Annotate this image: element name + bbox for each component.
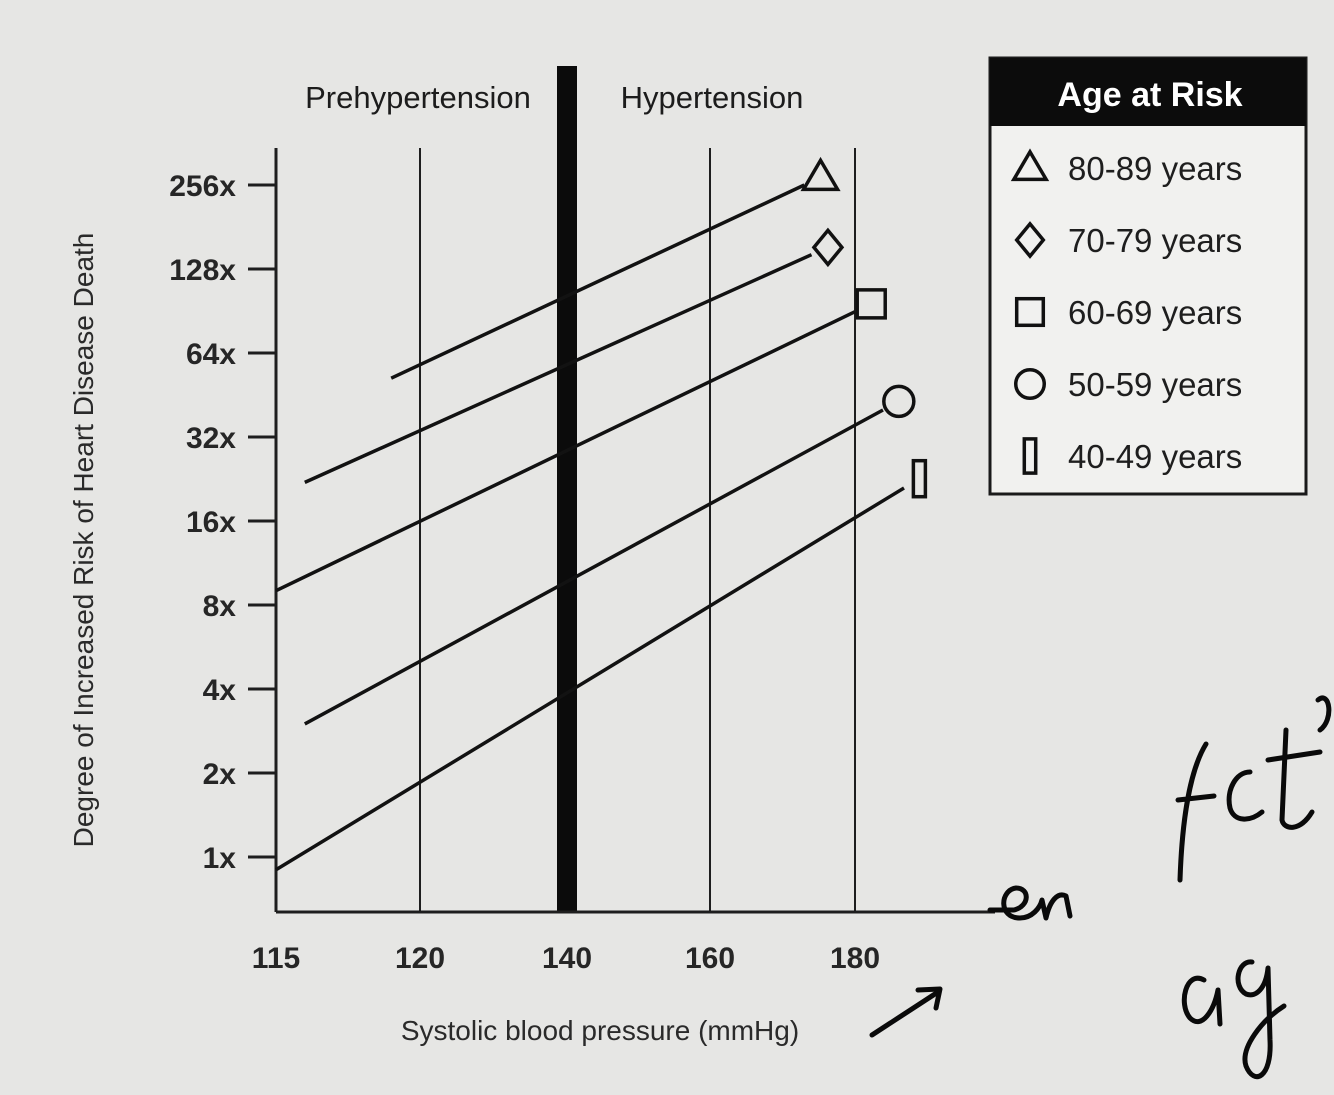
y-tick-label: 256x	[169, 170, 236, 203]
x-tick-label: 115	[252, 942, 300, 975]
legend-item: 70-79 years	[1014, 221, 1242, 259]
legend-label: 40-49 years	[1068, 438, 1242, 475]
legend-header	[990, 58, 1306, 126]
legend-item: 50-59 years	[1014, 366, 1242, 403]
legend-label: 60-69 years	[1068, 294, 1242, 331]
series-marker-triangle	[800, 156, 841, 192]
legend-label: 70-79 years	[1068, 222, 1242, 259]
y-tick-label: 4x	[203, 674, 237, 707]
y-tick-label: 64x	[186, 338, 236, 371]
series-markers	[800, 156, 928, 499]
legend-item: 60-69 years	[1014, 294, 1242, 331]
handwritten-word-age	[1181, 959, 1287, 1080]
legend-item: 40-49 years	[1022, 437, 1242, 475]
legend-marker-diamond	[1014, 221, 1046, 259]
x-tick-label: 160	[685, 942, 735, 975]
y-tick-label: 8x	[203, 590, 237, 623]
handwritten-word-fct	[1175, 695, 1332, 883]
y-tick-label: 128x	[169, 254, 236, 287]
series-marker-rectangle	[911, 458, 928, 499]
handwritten-annotation	[869, 695, 1332, 1080]
series-lines	[275, 183, 905, 872]
legend-marker-triangle	[1010, 148, 1050, 182]
series-marker-circle	[882, 384, 916, 419]
legend-marker-rectangle	[1022, 437, 1038, 475]
series-line-0	[390, 183, 806, 380]
x-axis-title: Systolic blood pressure (mmHg)	[401, 1015, 799, 1046]
legend-label: 80-89 years	[1068, 150, 1242, 187]
legend-title: Age at Risk	[1057, 76, 1242, 114]
legend-label: 50-59 years	[1068, 366, 1242, 403]
y-tick-label: 1x	[203, 842, 237, 875]
legend-item: 80-89 years	[1010, 148, 1242, 187]
legend: Age at Risk 80-89 years 70-79 years 60-69 …	[988, 56, 1308, 496]
series-line-3	[303, 408, 884, 726]
region-label-hypertension: Hypertension	[621, 80, 804, 115]
x-axis-ticks: 115 120 140 160 180	[252, 942, 880, 975]
series-line-4	[275, 486, 905, 872]
x-tick-label: 140	[542, 942, 592, 975]
x-tick-label: 180	[830, 942, 880, 975]
y-axis-ticks: 1x 2x 4x 8x 16x 32x 64x 128x 256x	[169, 170, 276, 875]
y-tick-label: 16x	[186, 506, 236, 539]
handwritten-arrowhead	[915, 986, 943, 1011]
y-axis-title: Degree of Increased Risk of Heart Diseas…	[68, 233, 99, 848]
axes	[274, 148, 995, 914]
legend-box	[988, 56, 1308, 496]
series-line-1	[304, 253, 813, 484]
series-marker-diamond	[811, 227, 845, 268]
handwritten-word-en	[987, 885, 1073, 921]
legend-marker-circle	[1014, 368, 1046, 400]
y-tick-label: 32x	[186, 422, 236, 455]
legend-marker-square	[1014, 296, 1046, 328]
y-tick-label: 2x	[203, 758, 237, 791]
legend-items: 80-89 years 70-79 years 60-69 years 50-59 y…	[1010, 148, 1242, 475]
x-tick-label: 120	[395, 942, 445, 975]
series-line-2	[275, 310, 856, 593]
handwritten-arrow	[869, 989, 941, 1038]
series-marker-square	[855, 288, 887, 320]
gridlines	[419, 66, 856, 912]
region-label-prehypertension: Prehypertension	[305, 80, 531, 115]
